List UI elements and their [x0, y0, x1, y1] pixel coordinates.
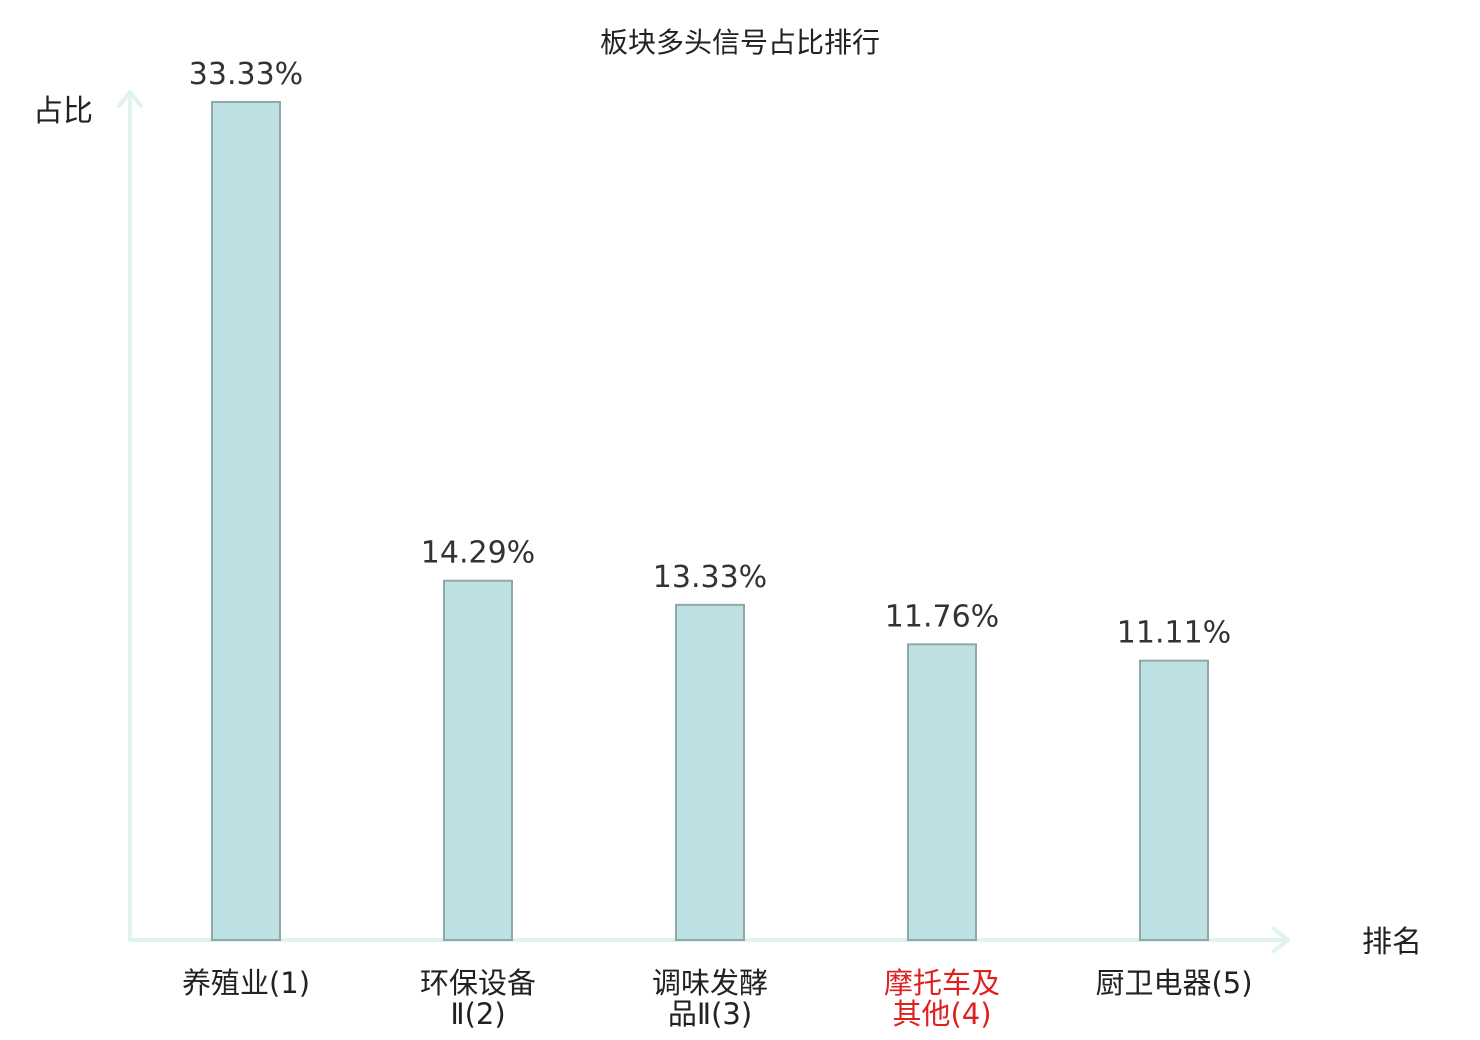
category-label-1: 养殖业(1) — [182, 966, 310, 1000]
category-label-line: 其他(4) — [892, 997, 991, 1031]
category-label-3: 调味发酵品Ⅱ(3) — [652, 966, 768, 1031]
chart-title: 板块多头信号占比排行 — [600, 26, 880, 59]
bar-5 — [1139, 659, 1209, 941]
value-label-5: 11.11% — [1117, 616, 1231, 651]
category-labels-layer: 养殖业(1) 环保设备 Ⅱ(2) 调味发酵品Ⅱ(3) 摩托车及其他(4) 厨卫电器(5) — [182, 966, 1253, 1031]
x-axis-arrow-icon — [1272, 927, 1290, 953]
category-label-line: 厨卫电器(5) — [1095, 966, 1252, 1000]
category-label-line: 品Ⅱ(3) — [668, 997, 752, 1031]
value-label-2: 14.29% — [421, 536, 535, 571]
bar-3 — [675, 603, 745, 941]
category-label-line: 环保设备 — [420, 966, 536, 1000]
category-label-5: 厨卫电器(5) — [1095, 966, 1252, 1000]
category-label-line: Ⅱ(2) — [450, 997, 505, 1031]
category-label-line: 养殖业(1) — [182, 966, 310, 1000]
bar-1 — [211, 100, 281, 941]
category-label-2: 环保设备 Ⅱ(2) — [420, 966, 536, 1031]
value-label-1: 33.33% — [189, 57, 303, 92]
category-label-line: 摩托车及 — [884, 966, 1000, 1000]
category-label-4: 摩托车及其他(4) — [884, 966, 1000, 1031]
value-label-4: 11.76% — [885, 599, 999, 634]
x-axis-label: 排名 — [1362, 925, 1422, 960]
value-labels-layer: 33.33% 14.29% 13.33% 11.76% 11.11% — [189, 57, 1231, 651]
bar-2 — [443, 579, 513, 941]
y-axis-label: 占比 — [33, 94, 93, 129]
category-label-line: 调味发酵 — [652, 966, 768, 1000]
value-label-3: 13.33% — [653, 560, 767, 595]
bars-layer — [211, 100, 1209, 941]
bar-4 — [907, 643, 977, 941]
